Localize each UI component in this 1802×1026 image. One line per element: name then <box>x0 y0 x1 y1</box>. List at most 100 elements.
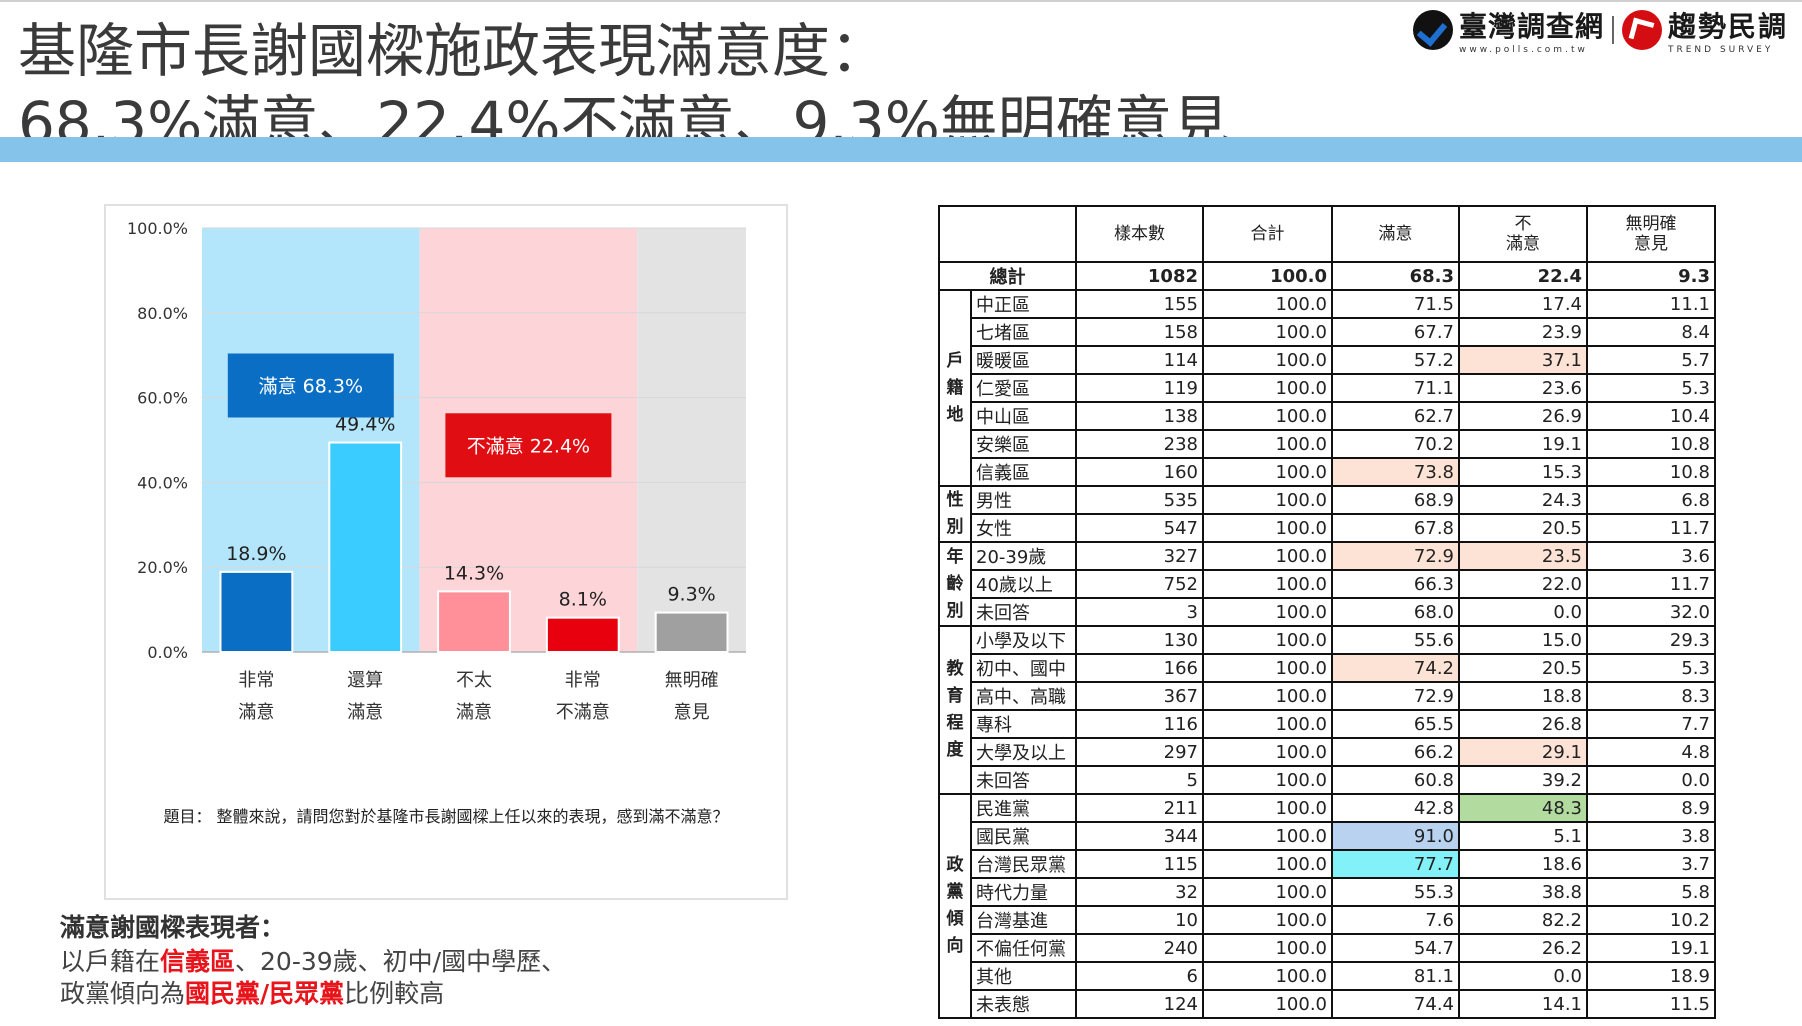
table-cell: 15.0 <box>1458 625 1588 655</box>
table-cell: 74.4 <box>1331 989 1460 1019</box>
table-cell: 3.6 <box>1586 541 1716 571</box>
polls-logo-url: www.polls.com.tw <box>1458 45 1588 55</box>
bar <box>437 590 511 654</box>
total-cell: 68.3 <box>1331 261 1460 291</box>
table-cell: 100.0 <box>1202 765 1333 795</box>
table-cell: 5.8 <box>1586 877 1716 907</box>
table-cell: 100.0 <box>1202 793 1333 823</box>
row-label: 信義區 <box>970 457 1077 487</box>
table-cell: 20.5 <box>1458 513 1588 543</box>
group-badge-label: 滿意 68.3% <box>259 376 363 398</box>
table-row: 教育程度小學及以下 130 100.0 55.6 15.0 29.3 <box>938 625 1716 795</box>
table-cell: 20.5 <box>1458 653 1588 683</box>
table-row: 台灣基進 10 100.0 7.6 82.2 10.2 <box>939 905 1716 935</box>
row-label: 未回答 <box>970 765 1077 795</box>
x-tick-label: 不太 <box>456 670 492 691</box>
table-cell: 23.6 <box>1458 373 1588 403</box>
group-badge <box>227 353 394 418</box>
trend-logo-sub: TREND SURVEY <box>1667 45 1774 55</box>
chart-frame: 0.0% 20.0% 40.0% 60.0% 80.0% 100.0% 18.9% 非常 滿意 4… <box>104 204 788 900</box>
x-tick-label: 不滿意 <box>556 702 610 723</box>
table-cell: 4.8 <box>1586 737 1716 767</box>
table-cell: 100.0 <box>1202 933 1333 963</box>
table-cell: 26.2 <box>1458 933 1588 963</box>
table-cell: 10 <box>1075 905 1204 935</box>
group-label-char: 戶 <box>946 350 964 371</box>
total-cell: 100.0 <box>1202 261 1333 291</box>
group-badge-label: 不滿意 22.4% <box>467 435 590 457</box>
table-cell: 70.2 <box>1331 429 1460 459</box>
table-row: 戶籍地中正區 155 100.0 71.5 17.4 11.1 <box>938 289 1716 487</box>
crosstab-table: 樣本數 合計 滿意不滿意 無明確 意見 總計 1082 100.0 68.3 22.4 9.3 戶籍地… <box>938 205 1716 1019</box>
x-tick-label: 還算 <box>347 670 383 691</box>
table-cell: 72.9 <box>1331 681 1460 711</box>
table-row: 台灣民眾黨 115 100.0 77.7 18.6 3.7 <box>939 849 1716 879</box>
bar <box>219 570 294 654</box>
table-row: 暖暖區 114 100.0 57.2 37.1 5.7 <box>939 345 1716 375</box>
total-label: 總計 <box>938 261 1077 291</box>
table-cell: 38.8 <box>1458 877 1588 907</box>
table-cell: 100.0 <box>1202 317 1333 347</box>
table-cell: 100.0 <box>1202 569 1333 599</box>
column-header: 合計 <box>1202 205 1333 263</box>
table-row: 國民黨 344 100.0 91.0 5.1 3.8 <box>939 821 1716 851</box>
bar-value-label: 18.9% <box>226 543 286 565</box>
table-cell: 6 <box>1075 961 1204 991</box>
table-cell: 124 <box>1075 989 1204 1019</box>
row-label: 中山區 <box>970 401 1077 431</box>
row-label: 暖暖區 <box>970 345 1077 375</box>
table-cell: 100.0 <box>1202 653 1333 683</box>
table-cell: 71.5 <box>1331 289 1460 319</box>
row-label: 初中、國中 <box>970 653 1077 683</box>
table-row: 時代力量 32 100.0 55.3 38.8 5.8 <box>939 877 1716 907</box>
top-border <box>0 0 1802 2</box>
column-header: 樣本數 <box>1075 205 1204 263</box>
table-cell: 100.0 <box>1202 961 1333 991</box>
table-row: 未表態 124 100.0 74.4 14.1 11.5 <box>939 989 1716 1019</box>
table-cell: 77.7 <box>1331 849 1460 879</box>
table-cell: 24.3 <box>1458 485 1588 515</box>
note-line2-highlight: 國民黨/民眾黨 <box>185 979 345 1008</box>
table-cell: 100.0 <box>1202 989 1333 1019</box>
table-cell: 100.0 <box>1202 877 1333 907</box>
table-cell: 3.7 <box>1586 849 1716 879</box>
table-cell: 37.1 <box>1458 345 1588 375</box>
group-label-char: 地 <box>946 404 964 425</box>
table-cell: 100.0 <box>1202 597 1333 627</box>
table-cell: 19.1 <box>1458 429 1588 459</box>
polls-logo-name: 臺灣調查網 <box>1458 10 1604 43</box>
bar-value-label: 49.4% <box>335 414 395 436</box>
group-label-char: 傾 <box>946 909 964 929</box>
note-line2-b: 比例較高 <box>344 979 445 1008</box>
table-cell: 158 <box>1075 317 1204 347</box>
y-tick-label: 0.0% <box>147 643 188 662</box>
header-band <box>0 137 1802 162</box>
row-label: 高中、高職 <box>970 681 1077 711</box>
check-icon <box>1412 10 1453 50</box>
table-cell: 138 <box>1075 401 1204 431</box>
table-cell: 240 <box>1075 933 1204 963</box>
table-cell: 100.0 <box>1202 625 1333 655</box>
table-cell: 3 <box>1075 597 1204 627</box>
table-cell: 100.0 <box>1202 737 1333 767</box>
table-cell: 66.2 <box>1331 737 1460 767</box>
polls-logo: 臺灣調查網 www.polls.com.tw <box>1412 5 1604 55</box>
group-label-char: 度 <box>946 740 964 760</box>
table-cell: 11.7 <box>1586 513 1716 543</box>
table-row: 女性 547 100.0 67.8 20.5 11.7 <box>939 513 1716 543</box>
table-row: 仁愛區 119 100.0 71.1 23.6 5.3 <box>939 373 1716 403</box>
bar <box>328 441 403 653</box>
table-row: 大學及以上 297 100.0 66.2 29.1 4.8 <box>939 737 1716 767</box>
table-cell: 62.7 <box>1331 401 1460 431</box>
table-cell: 11.7 <box>1586 569 1716 599</box>
table-cell: 114 <box>1075 345 1204 375</box>
group-label-char: 教 <box>946 659 964 679</box>
table-row: 安樂區 238 100.0 70.2 19.1 10.8 <box>939 429 1716 459</box>
table-cell: 535 <box>1075 485 1204 515</box>
trend-logo-name: 趨勢民調 <box>1667 10 1788 43</box>
note-line1-a: 以戶籍在 <box>60 947 161 976</box>
row-label: 其他 <box>970 961 1077 991</box>
row-label: 不偏任何黨 <box>970 933 1077 963</box>
table-cell: 7.7 <box>1586 709 1716 739</box>
